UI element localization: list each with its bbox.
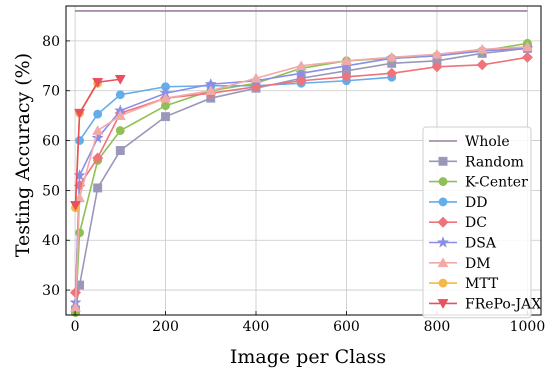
data-point-dc: [340, 71, 353, 83]
data-point-dd: [75, 136, 85, 146]
data-point-random: [93, 183, 103, 193]
legend-label: Random: [465, 154, 524, 170]
legend-label: K-Center: [465, 175, 528, 191]
data-point-dc: [92, 152, 104, 164]
data-point-frepo-jax: [114, 74, 126, 85]
series-layer: [69, 10, 534, 317]
data-point-random: [115, 146, 125, 155]
legend: Whole Random K-Center DD DC DSA DM MTT FRePo-JAX: [422, 126, 541, 319]
data-point-dsa: [295, 66, 308, 79]
y-tick-label: 40: [42, 233, 60, 249]
legend-box: [422, 126, 532, 319]
legend-item-dd: DD: [429, 195, 487, 211]
x-tick-label: 1000: [510, 319, 546, 335]
legend-swatch-marker: [437, 257, 449, 268]
data-point-dd: [93, 109, 103, 119]
plot-frame: [65, 5, 542, 316]
data-point-frepo-jax: [74, 108, 86, 119]
y-tick-label: 70: [42, 84, 60, 100]
data-point-dm: [160, 92, 171, 103]
data-point-frepo-jax: [92, 77, 104, 88]
legend-item-dsa: DSA: [429, 236, 497, 252]
legend-item-dm: DM: [429, 256, 491, 272]
x-axis-label: Image per Class: [230, 346, 386, 368]
data-point-k-center: [115, 126, 125, 136]
y-tick-label: 50: [42, 183, 60, 199]
data-point-dc: [386, 67, 398, 79]
legend-label: MTT: [465, 276, 499, 292]
data-point-dm: [295, 60, 307, 71]
y-axis-label: Testing Accuracy (%): [12, 53, 34, 257]
data-point-dc: [521, 51, 534, 63]
legend-swatch-marker: [437, 299, 449, 309]
series-dm: [70, 41, 533, 312]
data-point-dm: [70, 301, 81, 312]
data-point-dm: [386, 51, 398, 62]
data-point-dm: [205, 85, 217, 96]
legend-item-random: Random: [429, 154, 524, 170]
legend-swatch-marker: [436, 236, 450, 248]
y-tick-label: 80: [42, 34, 60, 50]
data-point-dm: [341, 55, 352, 66]
data-point-dc: [431, 61, 443, 73]
data-point-dm: [250, 72, 262, 83]
legend-swatch-marker: [438, 177, 448, 187]
data-point-dsa: [91, 131, 104, 144]
legend-item-whole: Whole: [429, 134, 510, 150]
legend-label: DD: [465, 195, 487, 211]
legend-label: Whole: [465, 134, 510, 150]
legend-label: DM: [465, 256, 491, 272]
legend-label: DC: [465, 215, 487, 231]
data-point-dd: [115, 90, 125, 100]
data-point-dc: [476, 59, 488, 71]
legend-item-mtt: MTT: [429, 276, 499, 292]
data-point-dm: [92, 125, 104, 135]
data-point-dc: [295, 75, 307, 87]
x-tick-label: 200: [152, 319, 179, 335]
x-tick-label: 400: [243, 319, 270, 335]
legend-swatch-marker: [437, 216, 449, 228]
x-tick-label: 600: [333, 319, 360, 335]
legend-label: FRePo-JAX: [465, 296, 541, 312]
series-line-frepo-jax: [74, 78, 121, 206]
data-point-dm: [114, 110, 126, 120]
legend-label: DSA: [465, 236, 497, 252]
data-point-dsa: [73, 169, 86, 181]
legend-swatch-marker: [438, 156, 448, 166]
legend-item-k-center: K-Center: [429, 175, 528, 191]
data-point-k-center: [75, 228, 85, 238]
data-point-dm: [521, 41, 533, 52]
data-point-frepo-jax: [70, 201, 81, 211]
legend-item-dc: DC: [429, 215, 487, 231]
legend-swatch-marker: [438, 197, 448, 207]
y-tick-label: 30: [42, 283, 60, 299]
data-point-dm: [476, 43, 488, 54]
x-tick-label: 0: [71, 319, 80, 335]
data-point-random: [161, 112, 170, 122]
series-frepo-jax: [70, 74, 126, 211]
legend-swatch-marker: [438, 278, 448, 288]
tick-labels: 0 200 400 600 800 1000 30 40 50 60 70 80: [42, 34, 545, 335]
data-point-dm: [431, 48, 443, 59]
y-tick-label: 60: [42, 134, 60, 150]
x-tick-label: 800: [424, 319, 451, 335]
legend-item-frepo-jax: FRePo-JAX: [429, 296, 541, 312]
